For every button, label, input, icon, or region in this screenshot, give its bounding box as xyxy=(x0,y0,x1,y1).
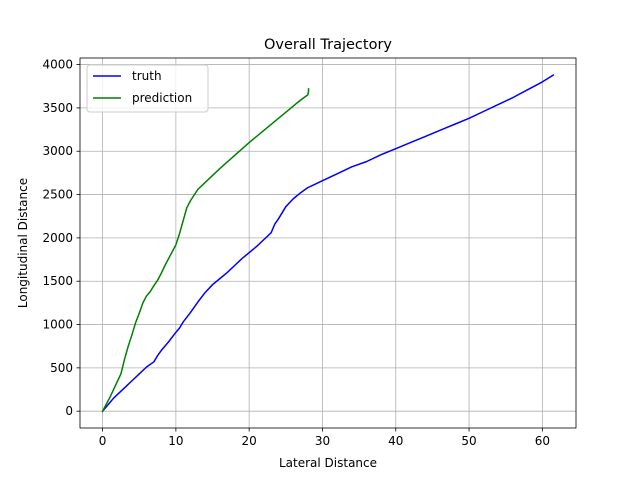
legend-label-prediction: prediction xyxy=(132,91,192,105)
x-tick-label: 10 xyxy=(168,434,183,448)
x-tick-label: 0 xyxy=(99,434,107,448)
y-tick-label: 3500 xyxy=(42,101,73,115)
y-tick-label: 0 xyxy=(65,404,73,418)
y-axis-label: Longitudinal Distance xyxy=(16,178,30,308)
x-tick-label: 30 xyxy=(315,434,330,448)
y-tick-label: 2000 xyxy=(42,231,73,245)
x-tick-label: 40 xyxy=(388,434,403,448)
series-layer xyxy=(101,73,555,413)
y-tick-label: 2500 xyxy=(42,188,73,202)
y-tick-label: 3000 xyxy=(42,144,73,158)
y-tick-label: 500 xyxy=(50,361,73,375)
y-tick-label: 4000 xyxy=(42,58,73,72)
ticks: 0 10 20 30 40 50 60 0 500 1000 1500 2000 2500 3000 350… xyxy=(42,58,550,448)
series-line-prediction xyxy=(101,88,310,413)
plot-frame xyxy=(79,57,577,429)
x-axis-label: Lateral Distance xyxy=(279,456,377,470)
legend: truth prediction xyxy=(86,64,209,113)
x-tick-label: 50 xyxy=(461,434,476,448)
grid xyxy=(80,58,576,428)
x-tick-label: 20 xyxy=(242,434,257,448)
x-tick-label: 60 xyxy=(535,434,550,448)
y-tick-label: 1000 xyxy=(42,318,73,332)
series-line-truth xyxy=(101,73,555,413)
chart-title: Overall Trajectory xyxy=(264,37,392,53)
legend-label-truth: truth xyxy=(132,69,162,83)
y-tick-label: 1500 xyxy=(42,274,73,288)
